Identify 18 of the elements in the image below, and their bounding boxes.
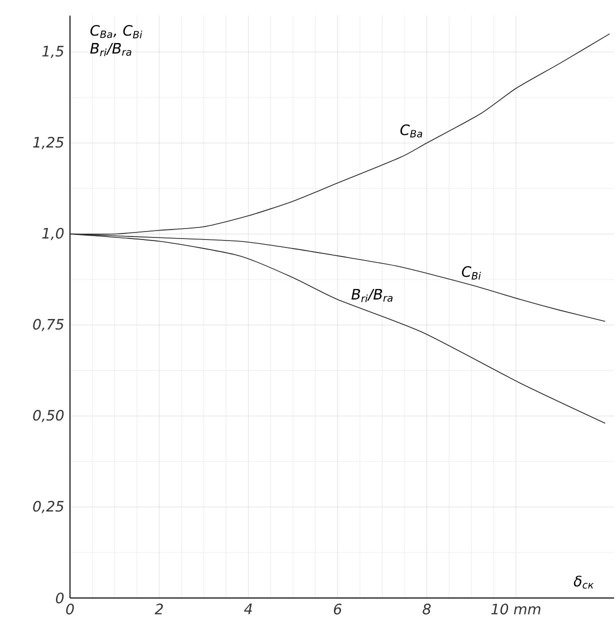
y-tick-label: 0,75 [33,318,64,332]
x-tick-label: 4 [244,604,252,614]
y-tick-label: 1,25 [33,136,64,150]
text: C$_{Ba}$, C$_{Bi}$ B$_{ri}$/B$_{ra}$ [90,24,142,56]
x-tick-label: 2 [154,604,163,614]
series-label: C$_{Bi}$ [462,266,481,280]
x-tick-label: 6 [334,604,342,614]
series-label: B$_{ri}$/B$_{ra}$ [351,288,392,302]
y-tick-label: 0 [56,592,64,604]
y-tick-label: 0,25 [33,500,64,514]
x-tick-label: 10 mm [491,604,540,614]
x-axis-title: δ$_{ск}$ [574,576,594,589]
x-tick-label: 0 [66,604,74,614]
y-tick-label: 1,5 [42,46,64,58]
y-tick-label: 0,50 [33,410,64,422]
series-label: C$_{Ba}$ [400,124,422,138]
y-tick-label: 1,0 [42,228,64,240]
x-tick-label: 8 [422,604,431,614]
